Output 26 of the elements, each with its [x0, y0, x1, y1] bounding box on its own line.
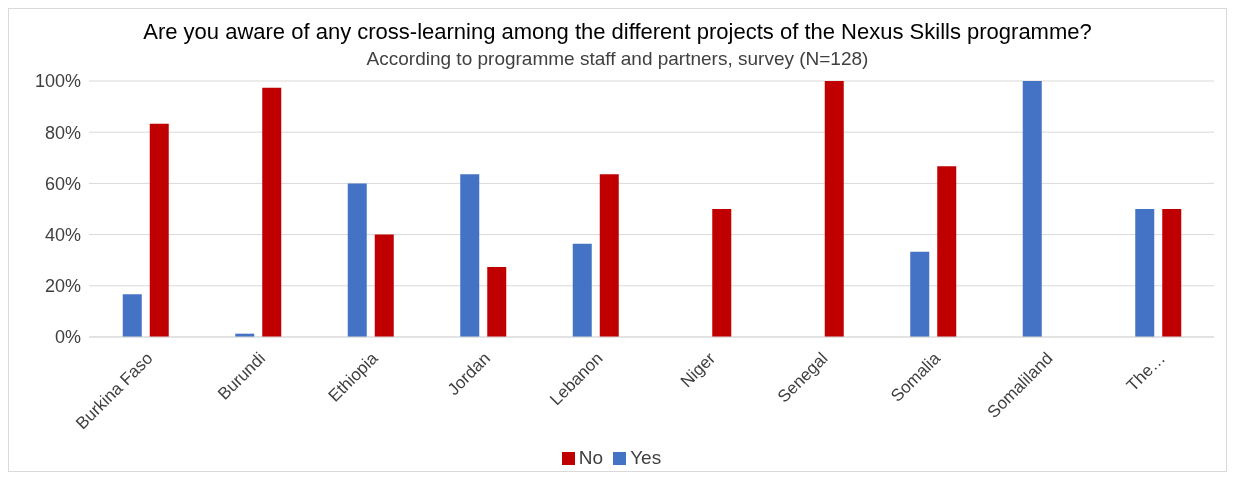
- y-tick-label: 100%: [34, 71, 81, 92]
- bar: [262, 87, 282, 337]
- y-tick-label: 20%: [44, 276, 81, 297]
- y-tick-label: 0%: [54, 327, 81, 348]
- bar: [910, 251, 930, 337]
- legend-label: No: [578, 447, 604, 468]
- chart-title: Are you aware of any cross-learning among the different projects of the Nexus Skills programme?: [142, 18, 1093, 46]
- y-tick-label: 60%: [44, 173, 81, 194]
- bar: [487, 267, 507, 337]
- bar: [572, 243, 592, 337]
- bar: [824, 81, 844, 337]
- legend-label: Yes: [630, 447, 662, 468]
- bar: [149, 123, 169, 337]
- y-tick-label: 40%: [44, 224, 81, 245]
- bar: [460, 174, 480, 337]
- y-tick-label: 80%: [44, 122, 81, 143]
- chart-subtitle: According to programme staff and partners, survey (N=128): [365, 47, 870, 71]
- bar: [374, 234, 394, 337]
- bar: [1135, 209, 1155, 337]
- bar: [1022, 81, 1042, 337]
- bar: [712, 209, 732, 337]
- bar: [937, 166, 957, 337]
- bar: [1162, 209, 1182, 337]
- bar: [599, 174, 619, 337]
- bar: [122, 294, 142, 337]
- bar: [347, 183, 367, 337]
